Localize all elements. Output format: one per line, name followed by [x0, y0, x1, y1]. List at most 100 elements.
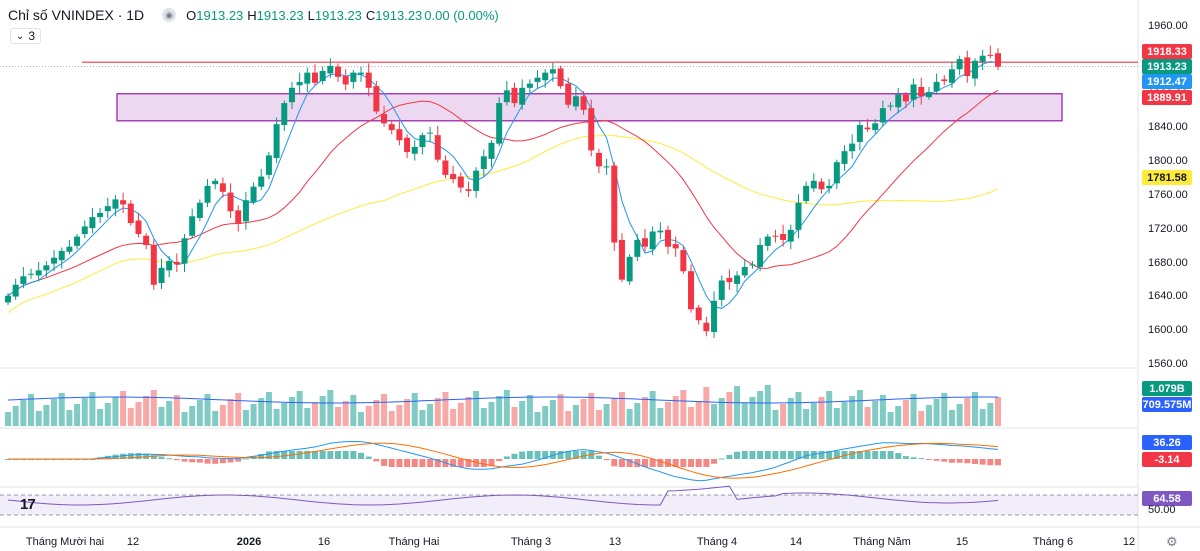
time-tick-label: Tháng Mười hai — [25, 536, 105, 548]
volume-bar — [97, 409, 104, 426]
volume-bar — [342, 401, 349, 426]
volume-bar — [311, 402, 318, 426]
macd-histogram-bar — [818, 451, 825, 459]
volume-bar — [43, 405, 50, 426]
macd-histogram-bar — [335, 451, 341, 459]
candle-body — [895, 94, 902, 108]
macd-histogram-bar — [672, 459, 679, 467]
volume-bar — [833, 408, 840, 426]
volume-bar — [12, 406, 19, 426]
macd-histogram-bar — [158, 456, 165, 459]
macd-histogram-bar — [235, 459, 242, 462]
indicators-collapse-button[interactable]: ⌄ 3 — [10, 28, 42, 44]
volume-bar — [757, 391, 764, 426]
candle-body — [995, 53, 1001, 67]
candle-body — [373, 86, 380, 112]
candle-body — [565, 83, 572, 105]
candle-body — [242, 200, 249, 222]
eye-icon[interactable]: ◉ — [162, 8, 177, 22]
volume-bar — [258, 398, 265, 426]
volume-bar — [872, 401, 879, 426]
candle-body — [887, 105, 894, 107]
candle-body — [780, 234, 787, 240]
candle-body — [419, 135, 426, 147]
volume-bar — [695, 401, 702, 426]
candle-body — [641, 238, 648, 247]
volume-bar — [480, 408, 487, 426]
volume-bar — [557, 394, 564, 426]
symbol-title[interactable]: Chỉ số VNINDEX · 1D — [8, 7, 145, 23]
volume-bar — [427, 404, 434, 426]
volume-bar — [173, 395, 180, 426]
macd-signal-line — [8, 442, 999, 479]
candle-body — [595, 152, 602, 167]
volume-bar — [519, 401, 526, 426]
volume-bar — [580, 399, 587, 426]
candle-body — [526, 83, 533, 88]
tradingview-logo-icon[interactable]: 17 — [20, 496, 36, 513]
macd-histogram-bar — [987, 459, 994, 466]
macd-histogram-bar — [496, 459, 503, 462]
macd-histogram-bar — [734, 451, 741, 459]
volume-bar — [150, 390, 157, 426]
candle-body — [948, 69, 955, 83]
candle-body — [43, 265, 50, 271]
candle-body — [81, 226, 88, 235]
volume-bar — [741, 403, 748, 426]
macd-histogram-bar — [795, 451, 802, 459]
macd-histogram-bar — [419, 459, 426, 467]
indicator-tag: -3.14 — [1142, 452, 1192, 467]
candle-body — [803, 185, 810, 202]
macd-histogram-bar — [465, 459, 472, 467]
volume-bar — [319, 396, 326, 426]
macd-histogram-bar — [826, 451, 833, 459]
volume-bar — [941, 393, 948, 426]
candle-body — [342, 76, 349, 85]
volume-bar — [864, 407, 871, 426]
candle-body — [5, 295, 11, 303]
close-label: C — [365, 7, 376, 23]
settings-icon[interactable]: ⚙ — [1166, 534, 1178, 549]
volume-bar — [879, 395, 886, 426]
volume-bar — [680, 390, 687, 426]
candle-body — [864, 127, 871, 130]
indicator-count: 3 — [28, 29, 36, 43]
candle-body — [680, 250, 687, 272]
macd-histogram-bar — [511, 453, 518, 459]
macd-histogram-bar — [396, 459, 403, 467]
volume-bar — [657, 408, 664, 426]
macd-histogram-bar — [902, 456, 909, 459]
price-tick-label: 1640.00 — [1148, 290, 1188, 303]
volume-bar — [918, 411, 925, 426]
volume-bar — [618, 392, 625, 426]
volume-bar — [250, 404, 257, 426]
volume-bar — [265, 392, 272, 426]
macd-histogram-bar — [450, 459, 457, 467]
volume-bar — [288, 397, 295, 426]
macd-histogram-bar — [189, 459, 196, 463]
time-tick-label: Tháng 6 — [1032, 536, 1074, 548]
macd-histogram-bar — [933, 459, 940, 461]
macd-histogram-bar — [166, 458, 173, 460]
volume-bar — [212, 411, 219, 426]
macd-histogram-bar — [856, 451, 863, 459]
candle-body — [173, 261, 180, 265]
candle-body — [772, 235, 779, 237]
volume-bar — [35, 411, 42, 426]
candle-body — [204, 185, 211, 203]
candle-body — [987, 54, 994, 56]
candle-body — [304, 72, 311, 84]
volume-bar — [971, 392, 978, 426]
macd-histogram-bar — [641, 459, 648, 467]
change-value: 0.00 (0.00%) — [424, 7, 499, 23]
volume-bar — [373, 400, 380, 426]
macd-histogram-bar — [703, 459, 710, 467]
macd-histogram-bar — [657, 459, 664, 467]
macd-histogram-bar — [265, 451, 272, 459]
volume-bar — [335, 407, 341, 426]
price-tag: 1781.58 — [1142, 170, 1192, 185]
time-tick-label: 12 — [126, 536, 140, 548]
volume-bar — [58, 393, 65, 426]
